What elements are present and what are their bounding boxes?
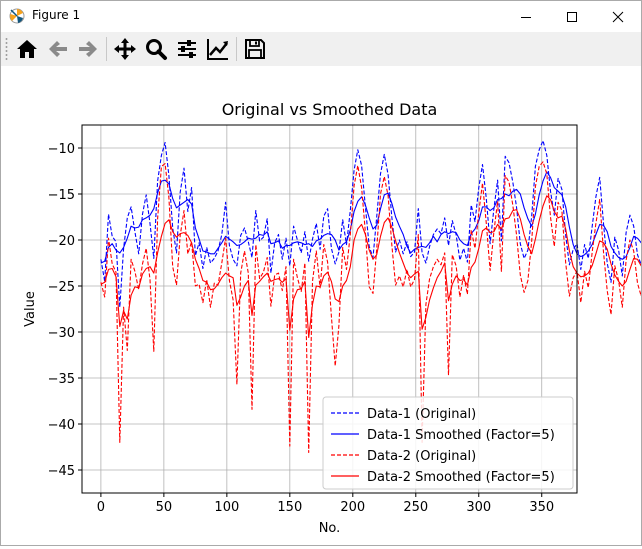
y-tick-label: −35 <box>48 372 75 387</box>
chart: 0 50 100 150 200 250 300 350 −10 −15 −20 −25 −30 −35 −… <box>23 100 642 536</box>
x-tick-label: 50 <box>156 500 173 515</box>
back-button[interactable] <box>44 35 72 63</box>
legend-box <box>322 396 574 490</box>
maximize-icon <box>567 11 577 22</box>
pan-icon <box>114 38 136 60</box>
legend-entry-label: Data-2 Smoothed (Factor=5) <box>367 470 555 485</box>
legend-entry-label: Data-1 (Original) <box>367 407 476 422</box>
series-line-4 <box>100 195 642 339</box>
close-icon <box>612 11 624 22</box>
y-tick-label: −15 <box>48 188 75 203</box>
edit-axes-icon <box>207 39 228 60</box>
x-tick-label: 250 <box>403 500 428 515</box>
title-bar: Figure 1 <box>1 1 641 32</box>
x-tick-label: 300 <box>466 500 491 515</box>
series-line-1 <box>100 140 642 308</box>
y-tick-label: −20 <box>48 234 75 249</box>
save-button[interactable] <box>241 35 269 63</box>
x-tick-label: 200 <box>340 500 365 515</box>
legend-entry-label: Data-2 (Original) <box>367 449 476 464</box>
home-button[interactable] <box>13 35 41 63</box>
toolbar-separator <box>236 37 237 61</box>
plot-lines <box>100 140 642 454</box>
minimize-icon <box>521 16 531 18</box>
toolbar-separator <box>106 37 107 61</box>
x-tick-label: 350 <box>529 500 554 515</box>
legend-entry-label: Data-1 Smoothed (Factor=5) <box>367 428 555 443</box>
subplots-config-icon <box>178 40 196 58</box>
x-tick-label: 0 <box>97 500 105 515</box>
y-tick-label: −25 <box>48 280 75 295</box>
chart-title: Original vs Smoothed Data <box>222 100 438 119</box>
matplotlib-app-icon <box>9 8 25 24</box>
series-line-3 <box>100 161 642 454</box>
y-axis-label: Value <box>23 291 38 327</box>
subplots-button[interactable] <box>173 35 201 63</box>
home-icon <box>17 40 37 58</box>
toolbar-grip[interactable] <box>5 37 8 61</box>
forward-arrow-icon <box>79 41 97 57</box>
navigation-toolbar <box>1 32 641 66</box>
minimize-button[interactable] <box>503 1 549 32</box>
close-button[interactable] <box>595 1 641 32</box>
back-arrow-icon <box>49 41 67 57</box>
save-icon <box>245 39 265 59</box>
figure-canvas: 0 50 100 150 200 250 300 350 −10 −15 −20 −25 −30 −35 −… <box>1 66 642 545</box>
axes-frame <box>81 124 578 494</box>
x-tick-label: 100 <box>214 500 239 515</box>
y-tick-label: −30 <box>48 326 75 341</box>
zoom-icon <box>146 39 167 60</box>
maximize-button[interactable] <box>549 1 595 32</box>
legend[interactable]: Data-1 (Original) Data-1 Smoothed (Factor… <box>322 396 574 490</box>
series-line-2 <box>100 171 642 264</box>
zoom-button[interactable] <box>142 35 170 63</box>
y-tick-label: −40 <box>48 418 75 433</box>
y-tick-label: −45 <box>48 464 75 479</box>
y-tick-label: −10 <box>48 142 75 157</box>
x-tick-label: 150 <box>277 500 302 515</box>
pan-button[interactable] <box>111 35 139 63</box>
forward-button[interactable] <box>74 35 102 63</box>
window-title: Figure 1 <box>32 8 81 22</box>
edit-axes-button[interactable] <box>204 35 232 63</box>
x-axis-label: No. <box>319 521 341 536</box>
axis-ticks: 0 50 100 150 200 250 300 350 −10 −15 −20 −25 −30 −35 −… <box>48 142 555 515</box>
